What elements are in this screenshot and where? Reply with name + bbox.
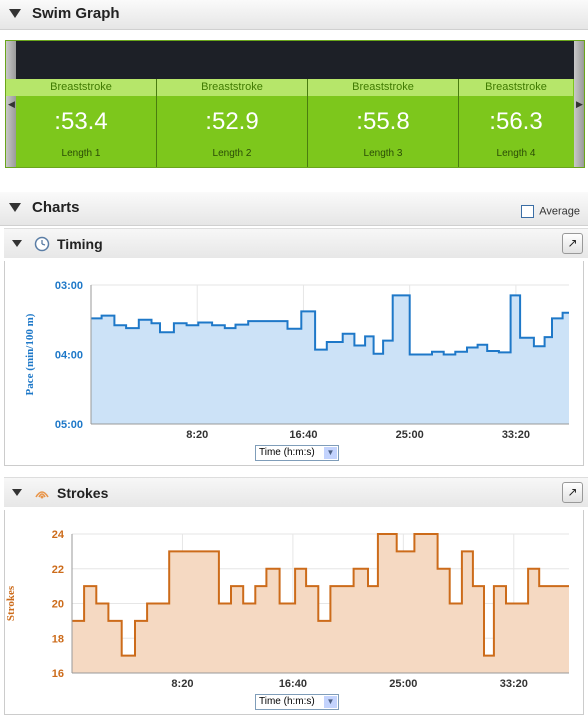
y-axis-label: Strokes (5, 585, 17, 621)
clock-icon (34, 236, 50, 252)
timing-header[interactable]: Timing ↗ (4, 228, 588, 258)
length-card[interactable]: Breaststroke :52.9 Length 2 (157, 79, 308, 167)
length-stroke: Breaststroke (157, 79, 307, 96)
length-time: :56.3 (489, 108, 543, 135)
x-tick-label: 25:00 (396, 429, 424, 441)
length-card[interactable]: Breaststroke :56.3 Length 4 (459, 79, 573, 167)
timing-title: Timing (57, 236, 103, 252)
strokes-icon (35, 491, 49, 499)
length-card[interactable]: Breaststroke :55.8 Length 3 (308, 79, 459, 167)
length-stroke: Breaststroke (459, 79, 573, 96)
swim-lengths-strip: ◀ Breaststroke :53.4 Length 1 Breaststro… (5, 40, 585, 168)
expand-icon: ↗ (567, 485, 578, 499)
strokes-chart-panel: 16 18 20 22 24 8:20 16:40 25:00 33:20 Strokes Tim… (4, 510, 584, 715)
dropdown-arrow-icon[interactable]: ▼ (324, 447, 337, 459)
charts-title: Charts (32, 199, 80, 216)
expand-icon: ↗ (567, 236, 578, 250)
expand-strokes-button[interactable]: ↗ (562, 482, 583, 503)
y-tick-label: 03:00 (55, 280, 83, 292)
average-label: Average (539, 205, 580, 218)
length-label: Length 1 (61, 148, 101, 159)
scroll-left-button[interactable]: ◀ (6, 41, 16, 167)
timing-time-select[interactable]: Time (h:m:s) ▼ (255, 445, 339, 461)
x-tick-label: 33:20 (502, 429, 530, 441)
y-tick-label: 05:00 (55, 419, 83, 431)
y-tick-label: 24 (52, 529, 65, 541)
expand-timing-button[interactable]: ↗ (562, 233, 583, 254)
length-stroke: Breaststroke (6, 79, 156, 96)
x-tick-label: 8:20 (186, 429, 208, 441)
strokes-title: Strokes (57, 485, 109, 501)
swim-graph-header[interactable]: Swim Graph (0, 0, 588, 30)
y-tick-label: 20 (52, 599, 64, 611)
strokes-header[interactable]: Strokes ↗ (4, 477, 588, 507)
series-line (91, 294, 569, 356)
length-label: Length 3 (363, 148, 403, 159)
length-label: Length 4 (496, 148, 536, 159)
series-line (72, 533, 569, 657)
charts-header[interactable]: Charts (0, 192, 588, 226)
x-tick-label: 8:20 (171, 678, 193, 690)
length-time: :55.8 (356, 108, 410, 135)
x-tick-label: 16:40 (279, 678, 307, 690)
y-tick-label: 22 (52, 564, 64, 576)
average-toggle[interactable]: Average (521, 205, 580, 218)
x-tick-label: 33:20 (500, 678, 528, 690)
scroll-right-button[interactable]: ▶ (574, 41, 584, 167)
dropdown-arrow-icon[interactable]: ▼ (324, 696, 337, 708)
strokes-chart: 16 18 20 22 24 8:20 16:40 25:00 33:20 Strokes (5, 529, 569, 690)
x-tick-label: 25:00 (389, 678, 417, 690)
arrow-left-icon: ◀ (8, 99, 15, 109)
timing-chart: 03:00 04:00 05:00 8:20 16:40 25:00 33:20 Pace (… (24, 280, 569, 441)
y-axis-label: Pace (min/100 m) (24, 313, 36, 395)
y-tick-label: 04:00 (55, 350, 83, 362)
collapse-triangle-icon[interactable] (12, 489, 22, 496)
arrow-right-icon: ▶ (576, 99, 583, 109)
collapse-triangle-icon[interactable] (9, 203, 21, 212)
average-checkbox[interactable] (521, 205, 535, 218)
collapse-triangle-icon[interactable] (12, 240, 22, 247)
length-label: Length 2 (212, 148, 252, 159)
x-tick-label: 16:40 (289, 429, 317, 441)
series-area (72, 534, 569, 673)
strip-dark-band (16, 41, 574, 79)
length-time: :52.9 (205, 108, 259, 135)
length-card[interactable]: Breaststroke :53.4 Length 1 (6, 79, 157, 167)
time-select-label: Time (h:m:s) (259, 696, 315, 707)
length-stroke: Breaststroke (308, 79, 458, 96)
y-tick-label: 18 (52, 633, 64, 645)
collapse-triangle-icon[interactable] (9, 9, 21, 18)
length-time: :53.4 (54, 108, 108, 135)
strokes-time-select[interactable]: Time (h:m:s) ▼ (255, 694, 339, 710)
swim-graph-title: Swim Graph (32, 5, 120, 22)
y-tick-label: 16 (52, 668, 64, 680)
time-select-label: Time (h:m:s) (259, 447, 315, 458)
series-area (91, 295, 569, 424)
timing-chart-panel: 03:00 04:00 05:00 8:20 16:40 25:00 33:20 Pace (… (4, 261, 584, 466)
